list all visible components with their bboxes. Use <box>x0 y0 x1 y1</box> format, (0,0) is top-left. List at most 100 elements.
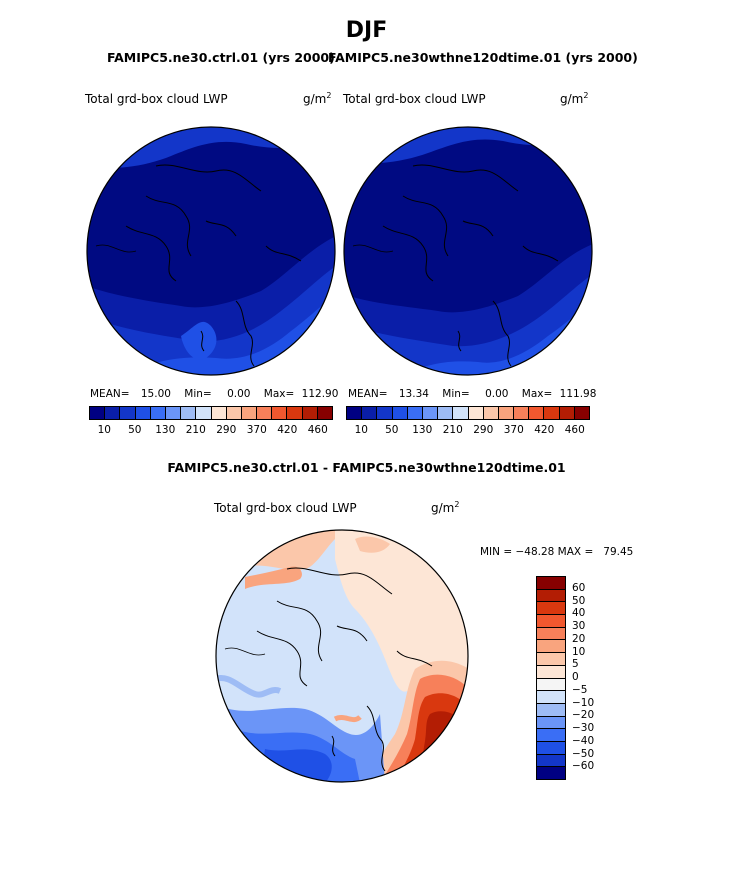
colorbar-exp-tick-label: 370 <box>503 424 524 436</box>
difference-title: FAMIPC5.ne30.ctrl.01 - FAMIPC5.ne30wthne… <box>167 460 566 475</box>
colorbar-exp-swatch <box>513 407 529 419</box>
panel2-variable-label: Total grd-box cloud LWP <box>343 92 486 106</box>
colorbar-difference-swatch <box>537 690 565 703</box>
colorbar-exp-tick-label: 460 <box>564 424 585 436</box>
colorbar-difference-tick-label: −50 <box>572 747 595 760</box>
colorbar-exp-swatch <box>573 407 589 419</box>
colorbar-ctrl-swatch <box>90 407 105 419</box>
colorbar-ctrl-tick-label: 130 <box>155 424 176 436</box>
panel2-stats: MEAN= 13.34 Min= 0.00 Max= 111.98 <box>348 388 596 400</box>
colorbar-ctrl-swatch <box>316 407 332 419</box>
panel2-units-label: g/m2 <box>560 91 588 106</box>
colorbar-difference-swatch <box>537 639 565 653</box>
colorbar-exp-swatch <box>558 407 574 419</box>
map-difference-polar-plot <box>215 529 469 783</box>
colorbar-ctrl-swatch <box>180 407 196 419</box>
colorbar-difference-tick-label: 5 <box>572 658 579 671</box>
colorbar-ctrl-swatch <box>195 407 211 419</box>
colorbar-difference <box>536 576 566 780</box>
colorbar-difference-swatch <box>537 652 565 665</box>
colorbar-difference-swatch <box>537 766 565 779</box>
colorbar-exp-swatch <box>543 407 559 419</box>
colorbar-difference-swatch <box>537 588 565 602</box>
colorbar-ctrl-swatch <box>119 407 135 419</box>
panel1-mean-value: 15.00 <box>140 388 171 400</box>
colorbar-difference-swatch <box>537 677 565 691</box>
colorbar-difference-tick-label: 40 <box>572 607 586 620</box>
colorbar-exp <box>346 406 590 420</box>
colorbar-ctrl-swatch <box>104 407 120 419</box>
colorbar-ctrl-swatch <box>210 407 226 419</box>
colorbar-ctrl-swatch <box>271 407 287 419</box>
colorbar-exp-swatch <box>421 407 438 419</box>
colorbar-difference-tick-label: 0 <box>572 671 579 683</box>
colorbar-exp-swatch <box>347 407 362 419</box>
colorbar-difference-tick-label: −10 <box>572 696 595 709</box>
colorbar-difference-swatch <box>537 664 565 678</box>
colorbar-difference-swatch <box>537 740 565 754</box>
colorbar-difference-tick-label: 50 <box>572 594 586 607</box>
colorbar-ctrl-swatch <box>301 407 317 419</box>
colorbar-difference-tick-label: 30 <box>572 620 586 632</box>
panel2-max-label: Max= <box>521 388 553 400</box>
colorbar-exp-swatch <box>467 407 483 419</box>
panel1-units-exponent: 2 <box>326 91 332 100</box>
colorbar-ctrl-swatch <box>256 407 272 419</box>
panel1-mean-label: MEAN= <box>90 388 130 400</box>
panel2-min-label: Min= <box>442 388 470 400</box>
colorbar-difference-swatch <box>537 577 565 589</box>
colorbar-difference-swatch <box>537 626 565 640</box>
colorbar-exp-swatch <box>482 407 498 419</box>
panel2-min-value: 0.00 <box>485 388 509 400</box>
colorbar-difference-swatch <box>537 753 565 767</box>
colorbar-ctrl-tick-label: 210 <box>185 424 206 436</box>
colorbar-exp-swatch <box>391 407 407 419</box>
colorbar-ctrl-tick-label: 10 <box>97 424 111 436</box>
colorbar-ctrl-tick-label: 460 <box>307 424 328 436</box>
colorbar-ctrl-swatch <box>225 407 241 419</box>
diff-units-exponent: 2 <box>454 500 460 509</box>
colorbar-exp-swatch <box>452 407 468 419</box>
panel2-units-exponent: 2 <box>583 91 589 100</box>
colorbar-difference-tick-label: −30 <box>572 722 595 734</box>
colorbar-difference-tick-label: −60 <box>572 760 595 773</box>
panel1-min-value: 0.00 <box>227 388 251 400</box>
colorbar-exp-swatch <box>528 407 544 419</box>
colorbar-ctrl-tick-label: 370 <box>246 424 267 436</box>
colorbar-difference-swatch <box>537 715 565 729</box>
colorbar-ctrl-swatch <box>286 407 302 419</box>
colorbar-exp-tick-label: 130 <box>412 424 433 436</box>
diff-units-label: g/m2 <box>431 500 459 515</box>
colorbar-difference-tick-label: −40 <box>572 734 595 747</box>
diff-minmax: MIN = −48.28 MAX = 79.45 <box>480 546 634 558</box>
colorbar-difference-ticks: 60 50 40 30 20 10 5 0 −5 −10 −20 −30 −40 −50 −60 <box>572 576 632 780</box>
colorbar-exp-tick-label: 210 <box>442 424 463 436</box>
colorbar-ctrl-tick-label: 290 <box>216 424 237 436</box>
colorbar-exp-swatch <box>437 407 453 419</box>
colorbar-exp-swatch <box>361 407 377 419</box>
map-exp-polar-plot <box>343 126 593 376</box>
panel1-max-label: Max= <box>263 388 295 400</box>
colorbar-exp-tick-label: 10 <box>354 424 368 436</box>
colorbar-exp-tick-label: 290 <box>473 424 494 436</box>
colorbar-exp-ticks: 10 50 130 210 290 370 420 460 <box>346 424 590 438</box>
colorbar-difference-swatch <box>537 614 565 627</box>
colorbar-difference-tick-label: −20 <box>572 709 595 722</box>
colorbar-ctrl <box>89 406 333 420</box>
colorbar-ctrl-ticks: 10 50 130 210 290 370 420 460 <box>89 424 333 438</box>
colorbar-ctrl-tick-label: 50 <box>128 424 142 436</box>
colorbar-exp-tick-label: 420 <box>534 424 555 436</box>
subtitle-right: FAMIPC5.ne30wthne120dtime.01 (yrs 2000) <box>328 50 638 65</box>
colorbar-exp-swatch <box>406 407 422 419</box>
page-title: DJF <box>345 18 388 43</box>
colorbar-ctrl-swatch <box>240 407 257 419</box>
colorbar-exp-swatch <box>376 407 392 419</box>
panel2-mean-label: MEAN= <box>348 388 388 400</box>
colorbar-difference-tick-label: 20 <box>572 632 586 645</box>
panel1-max-value: 112.90 <box>301 388 339 400</box>
panel1-min-label: Min= <box>184 388 212 400</box>
colorbar-difference-tick-label: 60 <box>572 581 586 594</box>
colorbar-difference-swatch <box>537 728 565 741</box>
colorbar-ctrl-tick-label: 420 <box>277 424 298 436</box>
subtitle-left: FAMIPC5.ne30.ctrl.01 (yrs 2000) <box>107 50 335 65</box>
